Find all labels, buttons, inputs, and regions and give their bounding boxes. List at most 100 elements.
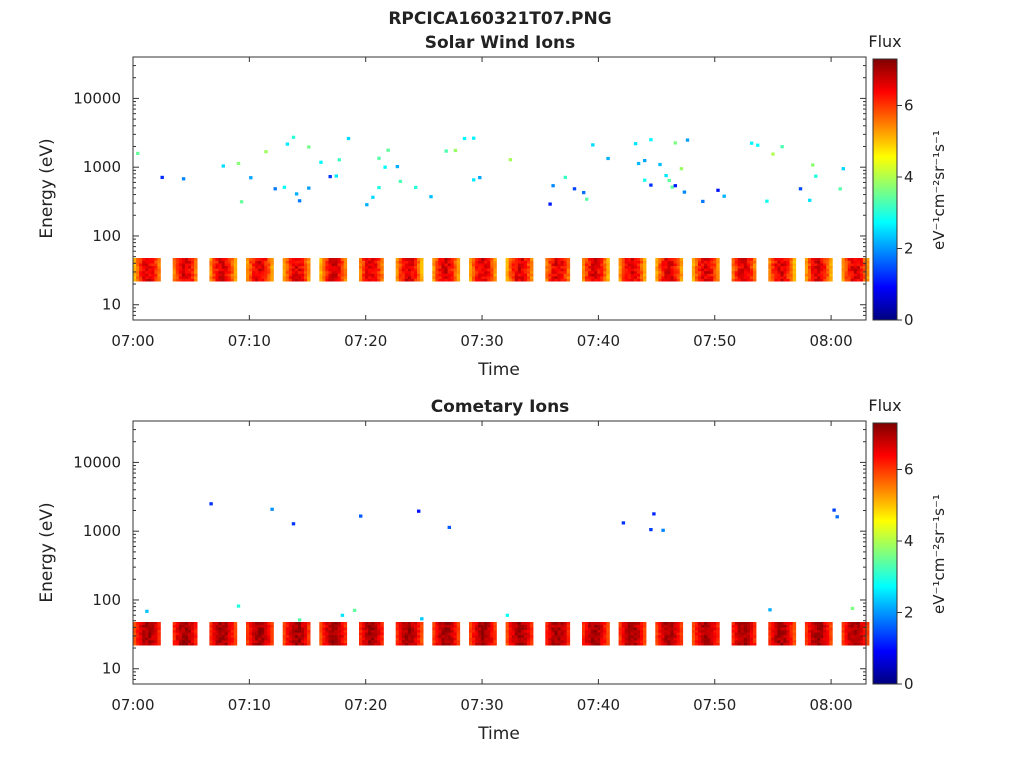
heatmap-cell bbox=[362, 263, 366, 267]
heatmap-cell bbox=[597, 632, 601, 636]
heatmap-cell bbox=[362, 640, 366, 643]
heatmap-cell bbox=[511, 260, 516, 264]
heatmap-cell bbox=[713, 263, 717, 267]
heatmap-cell bbox=[817, 624, 821, 628]
heatmap-cell bbox=[301, 640, 305, 643]
heatmap-cell bbox=[291, 627, 296, 631]
heatmap-cell bbox=[307, 632, 311, 636]
x-tick-label: 07:00 bbox=[111, 332, 154, 350]
heatmap-cell bbox=[175, 258, 180, 261]
heatmap-cell bbox=[420, 260, 424, 264]
heatmap-cell bbox=[707, 642, 711, 646]
heatmap-cell bbox=[520, 624, 525, 628]
heatmap-cell bbox=[136, 265, 140, 269]
heatmap-cell bbox=[401, 642, 406, 646]
heatmap-cell bbox=[856, 260, 861, 264]
heatmap-cell bbox=[145, 273, 149, 277]
heatmap-cell bbox=[322, 637, 326, 641]
heatmap-cell bbox=[178, 278, 183, 282]
heatmap-cell bbox=[227, 265, 232, 269]
heatmap-cell bbox=[844, 258, 848, 261]
heatmap-cell bbox=[789, 260, 793, 264]
heatmap-cell bbox=[224, 265, 228, 269]
heatmap-cell bbox=[606, 258, 610, 261]
heatmap-cell bbox=[337, 278, 341, 282]
heatmap-cell bbox=[319, 276, 323, 279]
heatmap-cell bbox=[789, 278, 793, 282]
heatmap-cell bbox=[557, 640, 561, 643]
heatmap-cell bbox=[633, 263, 638, 267]
heatmap-cell bbox=[441, 629, 445, 633]
heatmap-cell bbox=[691, 622, 696, 625]
heatmap-cell bbox=[636, 270, 641, 274]
heatmap-cell bbox=[414, 263, 418, 267]
heatmap-cell bbox=[804, 640, 809, 643]
heatmap-cell bbox=[407, 640, 412, 643]
heatmap-cell bbox=[841, 268, 845, 272]
heatmap-cell bbox=[841, 270, 845, 274]
heatmap-cell bbox=[377, 260, 381, 264]
heatmap-cell bbox=[441, 273, 445, 277]
heatmap-cell bbox=[841, 624, 845, 628]
heatmap-cell bbox=[487, 273, 491, 277]
heatmap-cell bbox=[230, 260, 235, 264]
heatmap-cell bbox=[362, 276, 366, 279]
heatmap-cell bbox=[410, 263, 415, 267]
heatmap-cell bbox=[181, 622, 186, 625]
heatmap-cell bbox=[530, 624, 534, 628]
heatmap-cell bbox=[450, 278, 454, 282]
heatmap-cell bbox=[230, 270, 235, 274]
heatmap-cell bbox=[297, 634, 302, 638]
colorbar-label: eV⁻¹cm⁻²sr⁻¹s⁻¹ bbox=[930, 130, 948, 250]
heatmap-cell bbox=[304, 260, 308, 264]
heatmap-cell bbox=[621, 273, 626, 277]
heatmap-cell bbox=[154, 642, 158, 646]
heatmap-cell bbox=[707, 276, 711, 279]
heatmap-cell bbox=[487, 634, 491, 638]
heatmap-cell bbox=[670, 634, 674, 638]
heatmap-cell bbox=[768, 260, 772, 264]
heatmap-cell bbox=[658, 622, 662, 625]
colorbar-title: Flux bbox=[868, 396, 901, 415]
heatmap-cell bbox=[853, 640, 858, 643]
heatmap-cell bbox=[713, 629, 717, 633]
heatmap-cell bbox=[270, 263, 274, 267]
heatmap-cell bbox=[823, 632, 827, 636]
heatmap-cell bbox=[282, 270, 287, 274]
heatmap-cell bbox=[136, 273, 140, 277]
heatmap-cell bbox=[291, 273, 296, 277]
heatmap-cell bbox=[148, 629, 152, 633]
heatmap-cell bbox=[221, 276, 225, 279]
heatmap-cell bbox=[695, 276, 699, 279]
heatmap-cell bbox=[505, 270, 509, 274]
heatmap-cell bbox=[282, 634, 287, 638]
heatmap-cell bbox=[267, 263, 271, 267]
heatmap-cell bbox=[783, 268, 787, 272]
heatmap-cell bbox=[640, 273, 644, 277]
heatmap-cell bbox=[444, 263, 448, 267]
heatmap-cell bbox=[594, 265, 598, 269]
heatmap-cell bbox=[343, 260, 348, 264]
heatmap-cell bbox=[420, 273, 424, 277]
heatmap-cell bbox=[233, 268, 238, 272]
heatmap-cell bbox=[856, 273, 861, 277]
heatmap-cell bbox=[829, 268, 833, 272]
heatmap-cell bbox=[139, 642, 143, 646]
heatmap-cell bbox=[557, 622, 561, 625]
heatmap-cell bbox=[264, 627, 268, 631]
heatmap-cell bbox=[661, 624, 665, 628]
heatmap-cell bbox=[328, 175, 332, 179]
heatmap-cell bbox=[691, 263, 696, 267]
heatmap-cell bbox=[530, 637, 534, 641]
heatmap-cell bbox=[527, 642, 531, 646]
heatmap-cell bbox=[258, 624, 262, 628]
heatmap-cell bbox=[804, 265, 809, 269]
heatmap-cell bbox=[777, 276, 781, 279]
heatmap-cell bbox=[285, 634, 290, 638]
heatmap-cell bbox=[145, 609, 149, 613]
heatmap-cell bbox=[469, 268, 473, 272]
heatmap-cell bbox=[804, 637, 809, 641]
heatmap-cell bbox=[371, 268, 375, 272]
heatmap-cell bbox=[151, 624, 155, 628]
heatmap-cell bbox=[331, 268, 335, 272]
